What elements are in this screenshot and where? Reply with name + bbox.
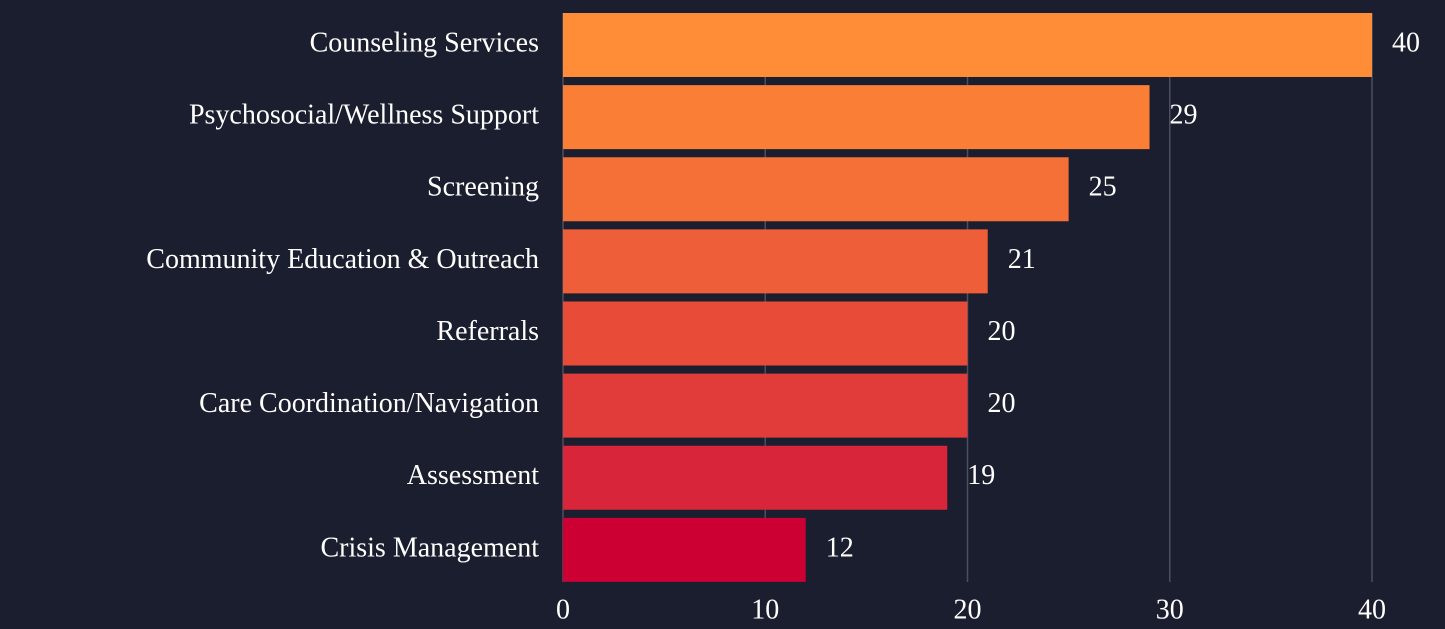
bar: [563, 445, 948, 510]
x-tick-label: 10: [751, 594, 779, 625]
y-tick-label: Psychosocial/Wellness Support: [189, 100, 539, 131]
value-label: 21: [1008, 244, 1036, 275]
value-label: 40: [1392, 27, 1420, 58]
bar: [563, 373, 968, 438]
value-label: 29: [1170, 100, 1198, 131]
value-label: 25: [1089, 172, 1117, 203]
bar: [563, 157, 1069, 222]
value-label: 20: [988, 388, 1016, 419]
y-tick-label: Screening: [427, 172, 539, 203]
y-tick-label: Care Coordination/Navigation: [199, 388, 539, 419]
x-tick-label: 20: [954, 594, 982, 625]
y-tick-label: Referrals: [436, 316, 539, 347]
y-tick-label: Assessment: [407, 460, 539, 491]
x-tick-label: 0: [556, 594, 570, 625]
bar: [563, 301, 968, 366]
value-label: 20: [988, 316, 1016, 347]
bar: [563, 13, 1372, 77]
y-tick-label: Counseling Services: [310, 27, 539, 58]
value-label: 19: [967, 460, 995, 491]
bar: [563, 229, 988, 294]
bar: [563, 517, 806, 582]
x-tick-label: 30: [1156, 594, 1184, 625]
y-tick-label: Community Education & Outreach: [146, 244, 539, 275]
value-label: 12: [826, 532, 854, 563]
y-tick-label: Crisis Management: [320, 532, 539, 563]
x-tick-label: 40: [1358, 594, 1386, 625]
bar: [563, 85, 1150, 150]
